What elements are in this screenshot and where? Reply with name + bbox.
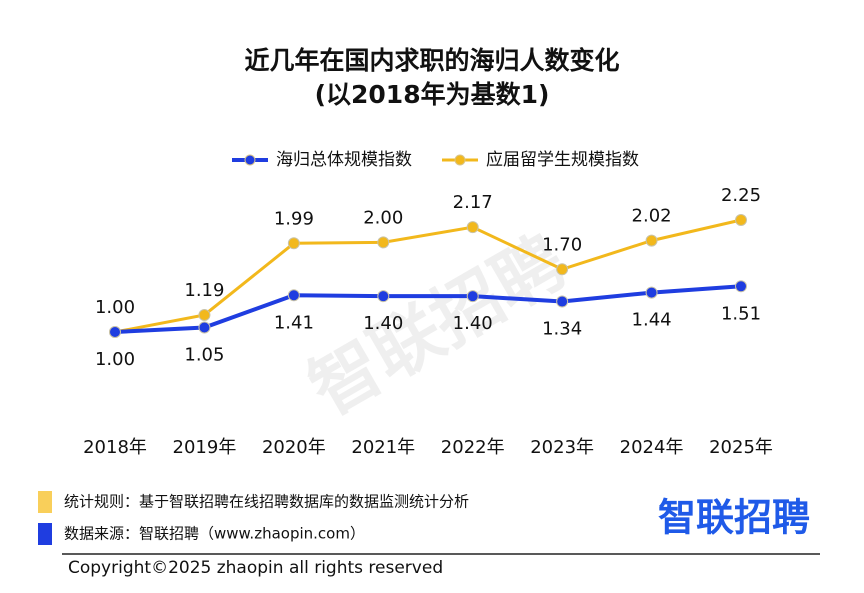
note-swatch — [38, 491, 52, 513]
series-line — [114, 284, 742, 334]
data-label: 2.25 — [721, 185, 761, 206]
note-text: 数据来源：智联招聘（www.zhaopin.com） — [64, 525, 365, 543]
data-point — [556, 263, 569, 276]
x-tick-label: 2024年 — [620, 437, 684, 458]
data-label: 1.41 — [274, 312, 314, 333]
legend-label: 应届留学生规模指数 — [486, 150, 639, 170]
data-label: 1.00 — [95, 297, 135, 318]
x-tick-label: 2025年 — [709, 437, 773, 458]
data-point — [198, 321, 211, 334]
data-label: 1.19 — [184, 280, 224, 301]
data-point — [287, 237, 300, 250]
chart-subtitle: (以2018年为基数1) — [315, 80, 550, 109]
data-label: 1.70 — [542, 234, 582, 255]
series-line — [114, 218, 742, 334]
x-tick-label: 2019年 — [173, 437, 237, 458]
data-point — [466, 221, 479, 234]
data-point — [198, 308, 211, 321]
data-point — [645, 286, 658, 299]
data-label: 2.02 — [632, 206, 672, 227]
data-point — [109, 326, 121, 338]
chart-title: 近几年在国内求职的海归人数变化 — [244, 46, 619, 75]
data-point — [645, 234, 658, 247]
data-label: 1.34 — [542, 319, 582, 340]
data-point — [735, 214, 747, 226]
legend-marker — [454, 154, 466, 166]
legend-label: 海归总体规模指数 — [276, 150, 412, 170]
legend-marker — [244, 154, 256, 166]
x-tick-label: 2022年 — [441, 437, 505, 458]
x-tick-label: 2023年 — [530, 437, 594, 458]
data-point — [377, 236, 390, 249]
x-tick-label: 2018年 — [83, 437, 147, 458]
data-point — [735, 280, 747, 293]
data-label: 1.44 — [632, 310, 672, 331]
data-label: 2.17 — [453, 192, 493, 213]
note-swatch — [38, 523, 52, 545]
data-point — [377, 290, 390, 303]
data-label: 1.00 — [95, 349, 135, 370]
copyright: Copyright©2025 zhaopin all rights reserv… — [68, 558, 443, 578]
data-point — [287, 289, 300, 302]
data-label: 1.51 — [721, 303, 761, 324]
data-label: 2.00 — [363, 207, 403, 228]
data-point — [466, 290, 479, 303]
note-text: 统计规则：基于智联招聘在线招聘数据库的数据监测统计分析 — [64, 493, 469, 511]
x-tick-label: 2020年 — [262, 437, 326, 458]
data-label: 1.05 — [184, 345, 224, 366]
logo: 智联招聘 — [658, 496, 810, 540]
data-label: 1.99 — [274, 208, 314, 229]
data-label: 1.40 — [363, 313, 403, 334]
watermark: 智联招聘 — [296, 220, 579, 431]
data-label: 1.40 — [453, 313, 493, 334]
x-tick-label: 2021年 — [351, 437, 415, 458]
data-point — [556, 295, 569, 308]
